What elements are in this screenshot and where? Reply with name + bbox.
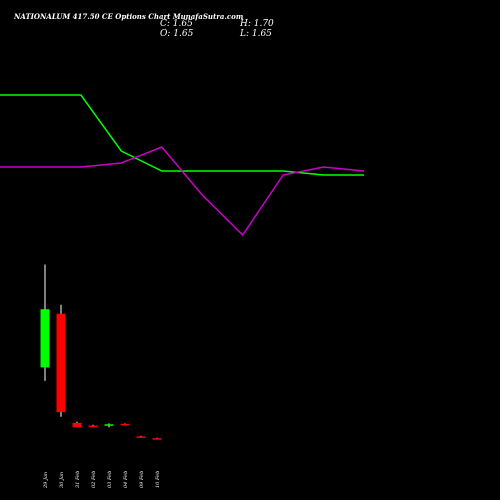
x-tick-label: 09 Feb — [139, 471, 145, 488]
candle-body — [40, 309, 50, 368]
indicator-lines — [0, 94, 365, 237]
candle-body — [104, 424, 114, 426]
candle-body — [136, 436, 146, 438]
candle-body — [88, 425, 98, 428]
x-tick-label: 03 Feb — [107, 471, 113, 488]
x-tick-label: 31 Feb — [75, 471, 81, 488]
indicator-line-2 — [0, 146, 365, 237]
x-tick-label: 04 Feb — [123, 471, 129, 488]
candle-body — [120, 423, 130, 426]
open-value: O: 1.65 — [160, 29, 194, 39]
chart-title: NATIONALUM 417.50 CE Options Chart Munaf… — [13, 12, 243, 21]
high-value: H: 1.70 — [239, 19, 274, 29]
close-value: C: 1.65 — [160, 19, 193, 29]
x-tick-label: 02 Feb — [91, 471, 97, 488]
low-value: L: 1.65 — [239, 29, 272, 39]
x-tick-label: 29 Jan — [43, 472, 49, 489]
candle-body — [72, 422, 82, 428]
candle-body — [56, 313, 66, 413]
candle-body — [152, 438, 162, 440]
x-axis-labels: 29 Jan 30 Jan 31 Feb 02 Feb 03 Feb 04 Feb 09 F… — [43, 471, 161, 489]
x-tick-label: 30 Jan — [59, 472, 65, 488]
candlesticks — [40, 264, 162, 440]
x-tick-label: 10 Feb — [155, 471, 161, 488]
